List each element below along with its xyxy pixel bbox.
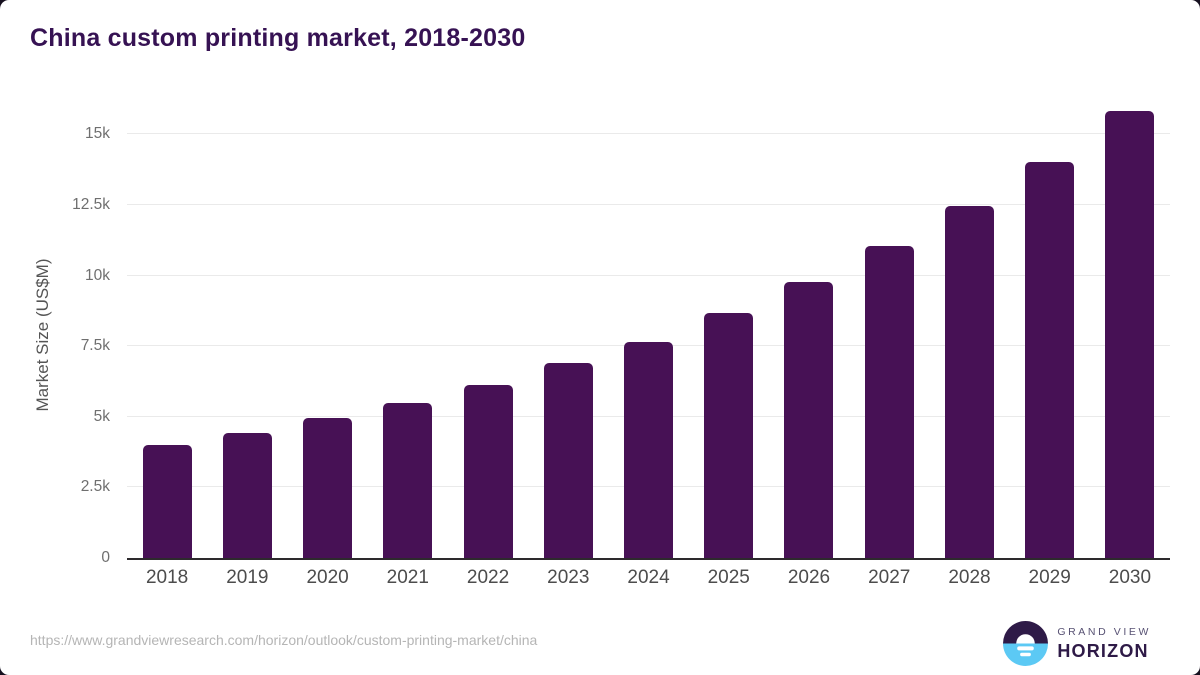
x-tick-label-2019: 2019 [226, 567, 269, 588]
bar-slot-2025 [689, 106, 769, 558]
y-tick-label-2.5k: 2.5k [80, 478, 110, 496]
bar-slot-2022 [448, 106, 528, 558]
bar-2025[interactable] [704, 313, 754, 558]
bar-series [127, 106, 1170, 558]
gridline-15k [127, 133, 1170, 135]
bar-slot-2018 [127, 106, 207, 558]
bar-2022[interactable] [463, 385, 513, 558]
x-tick-label-2022: 2022 [466, 567, 510, 588]
grand-view-horizon-logo: GRAND VIEW HORIZON [1003, 621, 1151, 666]
x-axis-tick-labels: 2018 2019 2020 2021 2022 2023 2024 2025 2026 2027… [127, 567, 1170, 589]
horizon-sunrise-icon [1003, 621, 1049, 666]
x-tick-label-2027: 2027 [868, 567, 911, 588]
logo-brand-top: GRAND VIEW [1057, 625, 1151, 638]
plot-area [127, 106, 1170, 560]
bar-2018[interactable] [142, 445, 192, 558]
x-tick-label-2020: 2020 [306, 567, 349, 588]
gridline-10k [127, 274, 1170, 276]
bar-2029[interactable] [1025, 161, 1075, 558]
bar-slot-2028 [929, 106, 1009, 558]
bar-2021[interactable] [383, 402, 433, 558]
chart-title: China custom printing market, 2018-2030 [30, 24, 526, 52]
bar-2024[interactable] [624, 341, 674, 558]
bar-slot-2021 [368, 106, 448, 558]
y-tick-label-7.5k: 7.5k [80, 337, 110, 355]
gridline-12.5k [127, 203, 1170, 205]
bar-2030[interactable] [1105, 110, 1155, 558]
x-tick-label-2023: 2023 [547, 567, 590, 588]
x-tick-label-2030: 2030 [1108, 567, 1152, 588]
x-tick-label-2025: 2025 [707, 567, 750, 588]
bar-2020[interactable] [303, 418, 353, 558]
logo-text: GRAND VIEW HORIZON [1057, 626, 1151, 662]
y-tick-label-5k: 5k [93, 407, 110, 425]
bar-2028[interactable] [944, 205, 994, 558]
bar-2023[interactable] [543, 363, 593, 558]
bar-slot-2024 [608, 106, 688, 558]
source-url: https://www.grandviewresearch.com/horizo… [30, 632, 538, 648]
bar-slot-2030 [1090, 106, 1170, 558]
x-tick-label-2028: 2028 [948, 567, 991, 588]
x-tick-label-2018: 2018 [145, 567, 189, 588]
bar-slot-2026 [769, 106, 849, 558]
x-tick-label-2026: 2026 [787, 567, 831, 588]
bar-2019[interactable] [222, 433, 272, 558]
x-tick-label-2024: 2024 [627, 567, 670, 588]
y-tick-label-0: 0 [101, 549, 110, 566]
x-tick-label-2021: 2021 [386, 567, 429, 588]
bar-slot-2029 [1010, 106, 1090, 558]
x-tick-label-2029: 2029 [1028, 567, 1071, 588]
bar-2027[interactable] [864, 245, 914, 558]
y-axis-tick-labels: 0 2.5k 5k 7.5k 10k 12.5k 15k [0, 106, 112, 566]
bar-slot-2019 [207, 106, 287, 558]
bar-2026[interactable] [784, 281, 834, 558]
y-tick-label-10k: 10k [85, 266, 110, 284]
y-tick-label-15k: 15k [85, 125, 110, 143]
y-tick-label-12.5k: 12.5k [72, 195, 110, 213]
bar-slot-2027 [849, 106, 929, 558]
bar-slot-2023 [528, 106, 608, 558]
bar-slot-2020 [287, 106, 367, 558]
logo-brand-bottom: HORIZON [1057, 640, 1149, 661]
